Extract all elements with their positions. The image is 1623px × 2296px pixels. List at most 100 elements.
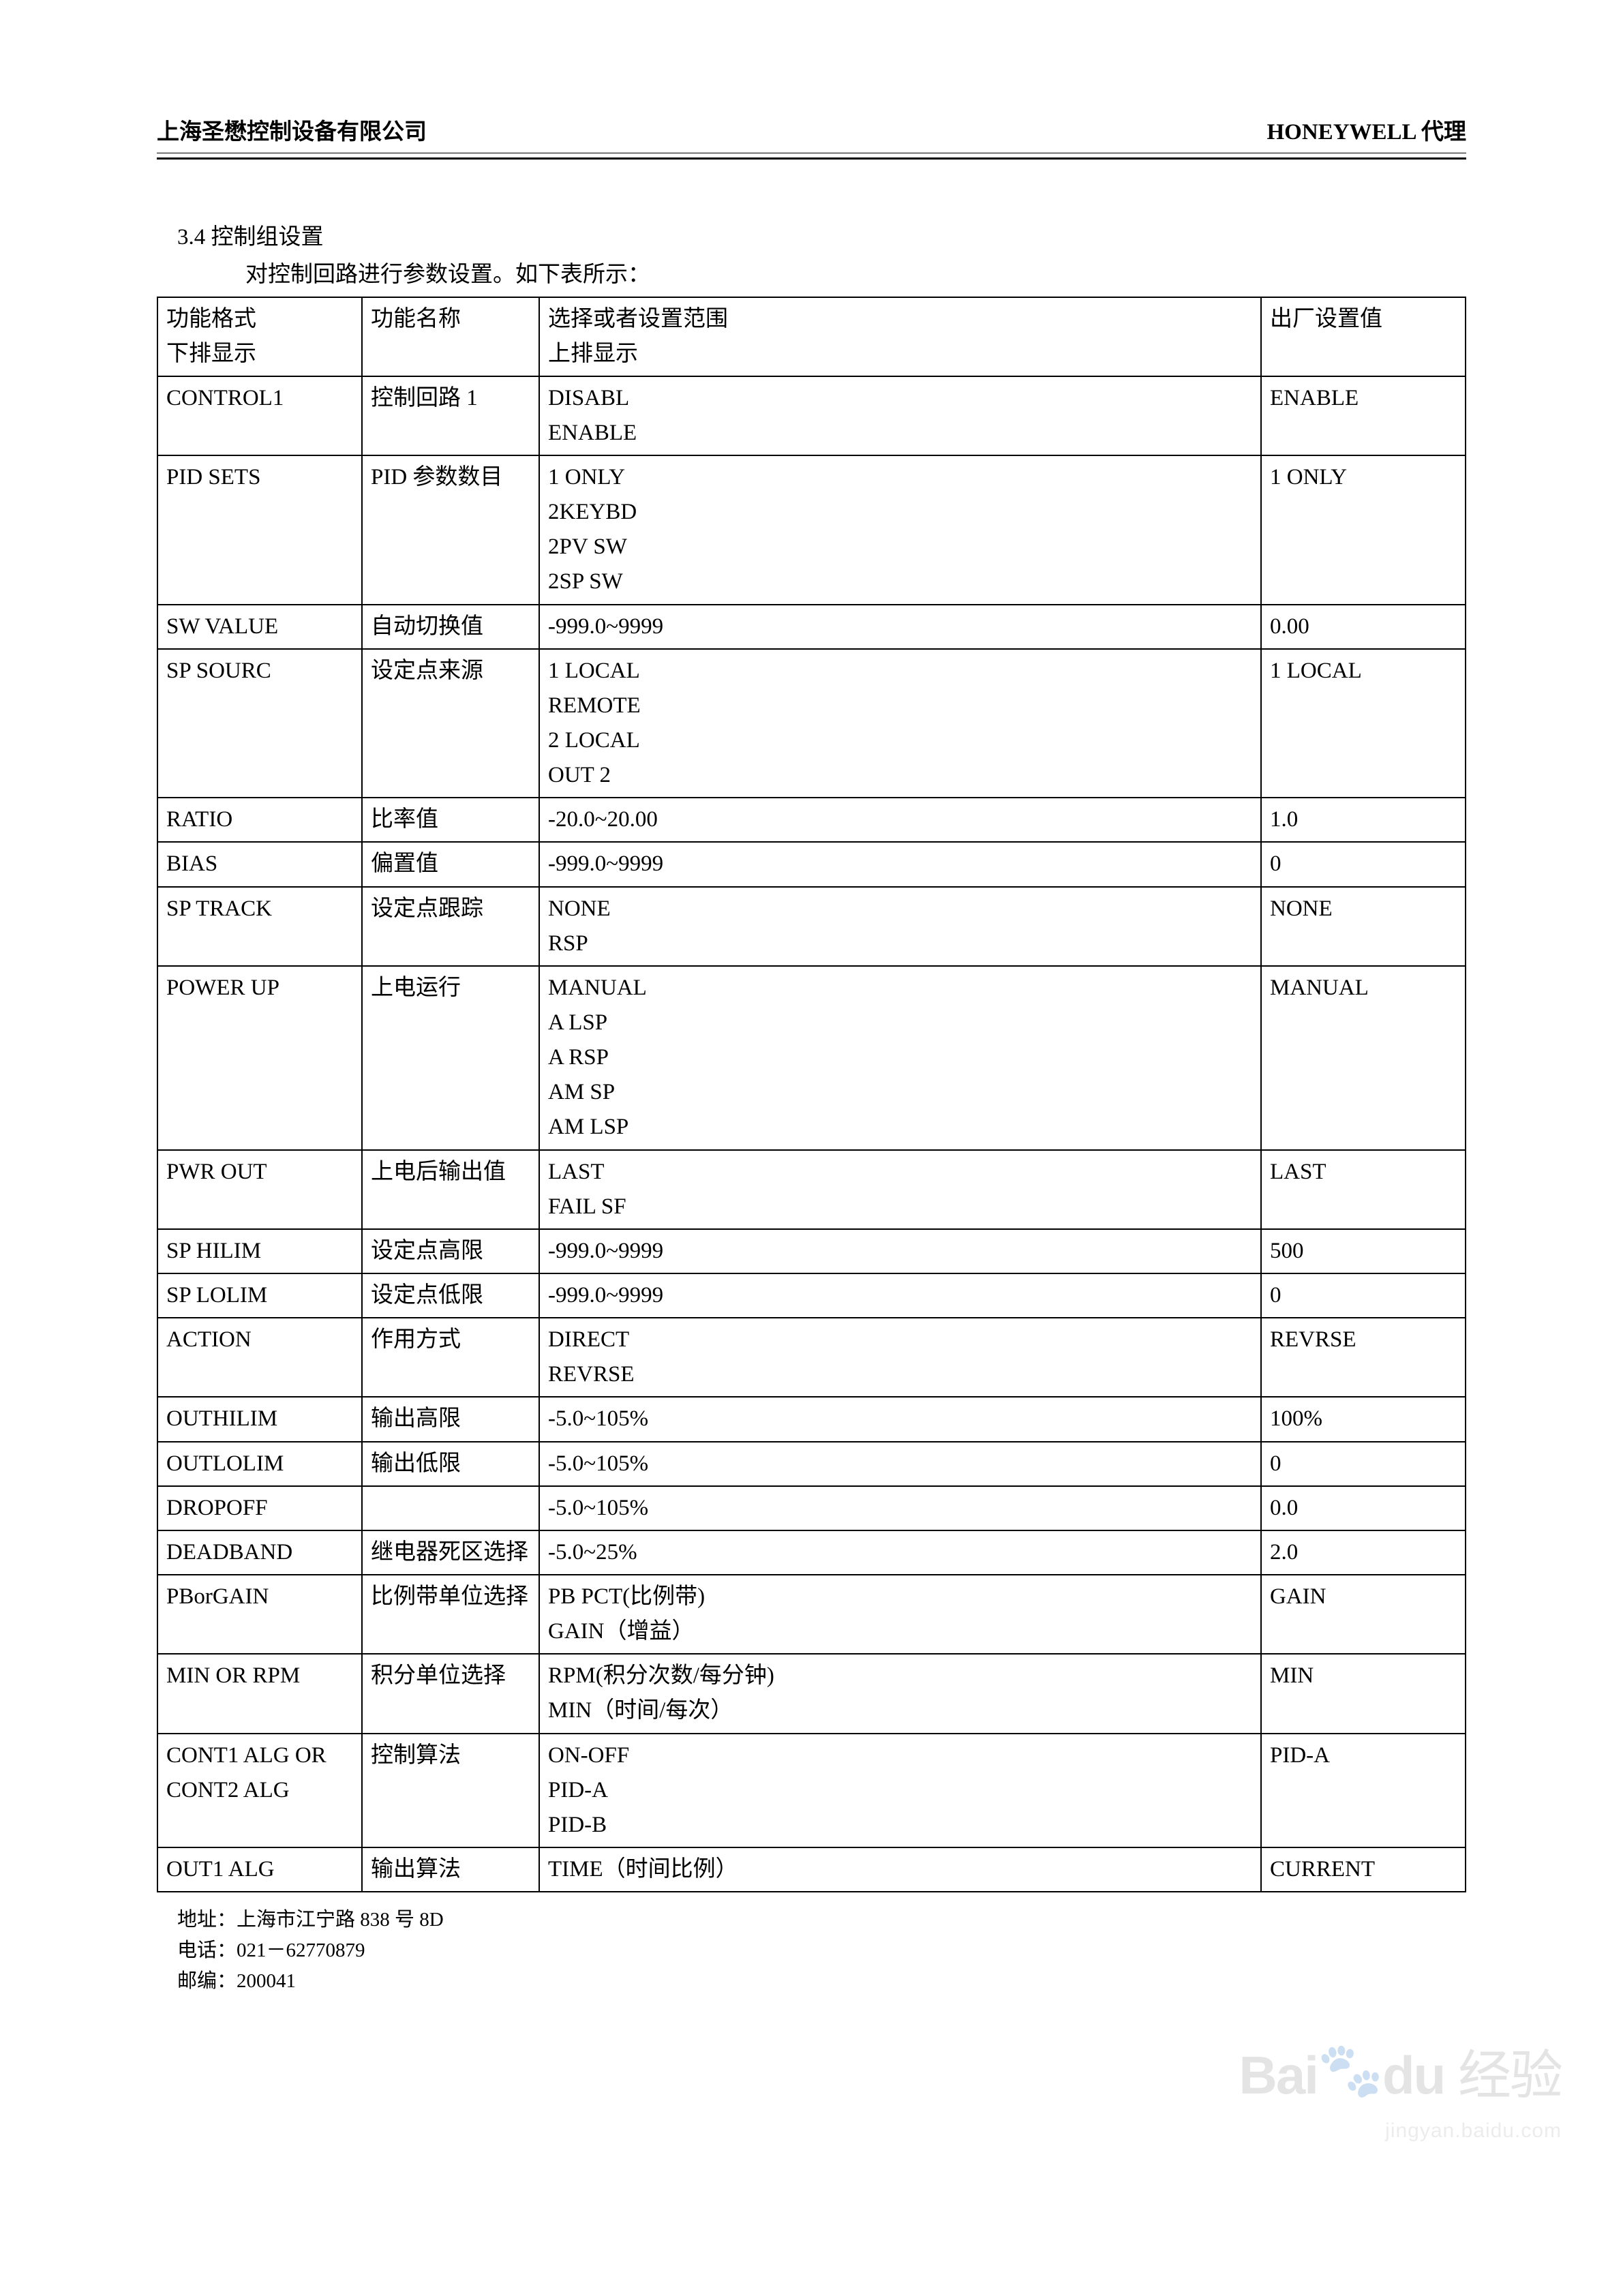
cell-range: MANUALA LSPA RSPAM SPAM LSP — [539, 966, 1261, 1150]
cell-function-format: SP LOLIM — [157, 1273, 362, 1318]
cell-function-name: PID 参数数目 — [362, 455, 539, 605]
cell-function-name: 上电运行 — [362, 966, 539, 1150]
cell-function-name: 自动切换值 — [362, 605, 539, 649]
cell-function-name: 输出低限 — [362, 1442, 539, 1486]
table-row: BIAS偏置值-999.0~99990 — [157, 842, 1466, 886]
cell-default: CURRENT — [1261, 1847, 1466, 1892]
cell-range: DISABLENABLE — [539, 376, 1261, 455]
cell-range: ON-OFFPID-APID-B — [539, 1734, 1261, 1847]
table-row: PWR OUT上电后输出值LASTFAIL SFLAST — [157, 1150, 1466, 1229]
cell-range: -5.0~25% — [539, 1530, 1261, 1575]
cell-function-format: OUTHILIM — [157, 1397, 362, 1441]
cell-range: NONERSP — [539, 887, 1261, 966]
cell-function-format: SP HILIM — [157, 1229, 362, 1273]
cell-function-format: POWER UP — [157, 966, 362, 1150]
cell-function-format: SP SOURC — [157, 649, 362, 798]
cell-default: REVRSE — [1261, 1318, 1466, 1397]
cell-function-name — [362, 1486, 539, 1530]
cell-range: 1 LOCALREMOTE2 LOCALOUT 2 — [539, 649, 1261, 798]
cell-default: ENABLE — [1261, 376, 1466, 455]
company-name: 上海圣懋控制设备有限公司 — [157, 116, 427, 150]
watermark-url: jingyan.baidu.com — [1239, 2115, 1562, 2146]
cell-function-name: 控制回路 1 — [362, 376, 539, 455]
cell-default: 0 — [1261, 1442, 1466, 1486]
cell-range: -5.0~105% — [539, 1442, 1261, 1486]
cell-default: 1 LOCAL — [1261, 649, 1466, 798]
cell-function-name: 比例带单位选择 — [362, 1575, 539, 1654]
cell-function-format: DEADBAND — [157, 1530, 362, 1575]
cell-function-format: BIAS — [157, 842, 362, 886]
footer-postcode: 邮编：200041 — [177, 1966, 1466, 1997]
footer-address: 地址：上海市江宁路 838 号 8D — [177, 1905, 1466, 1935]
cell-function-name: 比率值 — [362, 798, 539, 842]
cell-range: PB PCT(比例带)GAIN（增益） — [539, 1575, 1261, 1654]
table-row: DROPOFF -5.0~105%0.0 — [157, 1486, 1466, 1530]
cell-function-name: 设定点低限 — [362, 1273, 539, 1318]
cell-function-format: PID SETS — [157, 455, 362, 605]
table-row: OUT1 ALG输出算法TIME（时间比例）CURRENT — [157, 1847, 1466, 1892]
cell-function-format: CONT1 ALG OR CONT2 ALG — [157, 1734, 362, 1847]
cell-default: 100% — [1261, 1397, 1466, 1441]
table-row: POWER UP上电运行MANUALA LSPA RSPAM SPAM LSPM… — [157, 966, 1466, 1150]
cell-default: LAST — [1261, 1150, 1466, 1229]
brand-name: HONEYWELL 代理 — [1267, 116, 1466, 150]
cell-range: RPM(积分次数/每分钟)MIN（时间/每次） — [539, 1654, 1261, 1733]
table-row: SP TRACK设定点跟踪NONERSPNONE — [157, 887, 1466, 966]
cell-function-format: SP TRACK — [157, 887, 362, 966]
cell-default: 0.0 — [1261, 1486, 1466, 1530]
cell-range: -999.0~9999 — [539, 1229, 1261, 1273]
cell-default: 0 — [1261, 1273, 1466, 1318]
cell-default: 500 — [1261, 1229, 1466, 1273]
cell-function-format: PWR OUT — [157, 1150, 362, 1229]
cell-default: PID-A — [1261, 1734, 1466, 1847]
cell-default: 1.0 — [1261, 798, 1466, 842]
table-row: MIN OR RPM积分单位选择RPM(积分次数/每分钟)MIN（时间/每次）M… — [157, 1654, 1466, 1733]
cell-function-name: 设定点跟踪 — [362, 887, 539, 966]
cell-default: MIN — [1261, 1654, 1466, 1733]
footer-phone: 电话：021－62770879 — [177, 1935, 1466, 1966]
header-col3: 选择或者设置范围上排显示 — [539, 297, 1261, 376]
page-footer: 地址：上海市江宁路 838 号 8D 电话：021－62770879 邮编：20… — [177, 1905, 1466, 1997]
cell-function-name: 设定点高限 — [362, 1229, 539, 1273]
section-title: 3.4 控制组设置 — [177, 221, 1466, 255]
cell-function-name: 偏置值 — [362, 842, 539, 886]
table-row: OUTLOLIM输出低限-5.0~105%0 — [157, 1442, 1466, 1486]
cell-range: -999.0~9999 — [539, 605, 1261, 649]
cell-default: MANUAL — [1261, 966, 1466, 1150]
cell-function-name: 上电后输出值 — [362, 1150, 539, 1229]
table-row: SP LOLIM设定点低限-999.0~99990 — [157, 1273, 1466, 1318]
cell-range: LASTFAIL SF — [539, 1150, 1261, 1229]
watermark: Bai🐾du 经验 jingyan.baidu.com — [1239, 2036, 1562, 2146]
cell-range: -5.0~105% — [539, 1486, 1261, 1530]
cell-function-format: DROPOFF — [157, 1486, 362, 1530]
table-row: SP HILIM设定点高限-999.0~9999500 — [157, 1229, 1466, 1273]
table-row: PID SETSPID 参数数目1 ONLY2KEYBD2PV SW2SP SW… — [157, 455, 1466, 605]
header-col1: 功能格式下排显示 — [157, 297, 362, 376]
cell-default: 0.00 — [1261, 605, 1466, 649]
cell-default: NONE — [1261, 887, 1466, 966]
watermark-logo: Bai🐾du 经验 — [1239, 2036, 1562, 2115]
cell-function-format: PBorGAIN — [157, 1575, 362, 1654]
cell-range: DIRECTREVRSE — [539, 1318, 1261, 1397]
cell-default: GAIN — [1261, 1575, 1466, 1654]
cell-function-name: 输出算法 — [362, 1847, 539, 1892]
cell-default: 1 ONLY — [1261, 455, 1466, 605]
cell-function-format: OUTLOLIM — [157, 1442, 362, 1486]
cell-function-format: ACTION — [157, 1318, 362, 1397]
header-col4: 出厂设置值 — [1261, 297, 1466, 376]
cell-range: -20.0~20.00 — [539, 798, 1261, 842]
header-inner: 上海圣懋控制设备有限公司 HONEYWELL 代理 — [157, 116, 1466, 153]
table-row: ACTION作用方式DIRECTREVRSEREVRSE — [157, 1318, 1466, 1397]
cell-range: -999.0~9999 — [539, 1273, 1261, 1318]
cell-range: TIME（时间比例） — [539, 1847, 1261, 1892]
cell-function-name: 输出高限 — [362, 1397, 539, 1441]
page-header: 上海圣懋控制设备有限公司 HONEYWELL 代理 — [157, 116, 1466, 160]
section-description: 对控制回路进行参数设置。如下表所示： — [245, 258, 1466, 292]
cell-function-format: SW VALUE — [157, 605, 362, 649]
paw-icon: 🐾 — [1318, 2030, 1382, 2110]
cell-function-name: 设定点来源 — [362, 649, 539, 798]
parameter-table: 功能格式下排显示功能名称选择或者设置范围上排显示出厂设置值CONTROL1控制回… — [157, 297, 1466, 1893]
cell-function-format: MIN OR RPM — [157, 1654, 362, 1733]
cell-function-format: CONTROL1 — [157, 376, 362, 455]
cell-function-name: 作用方式 — [362, 1318, 539, 1397]
